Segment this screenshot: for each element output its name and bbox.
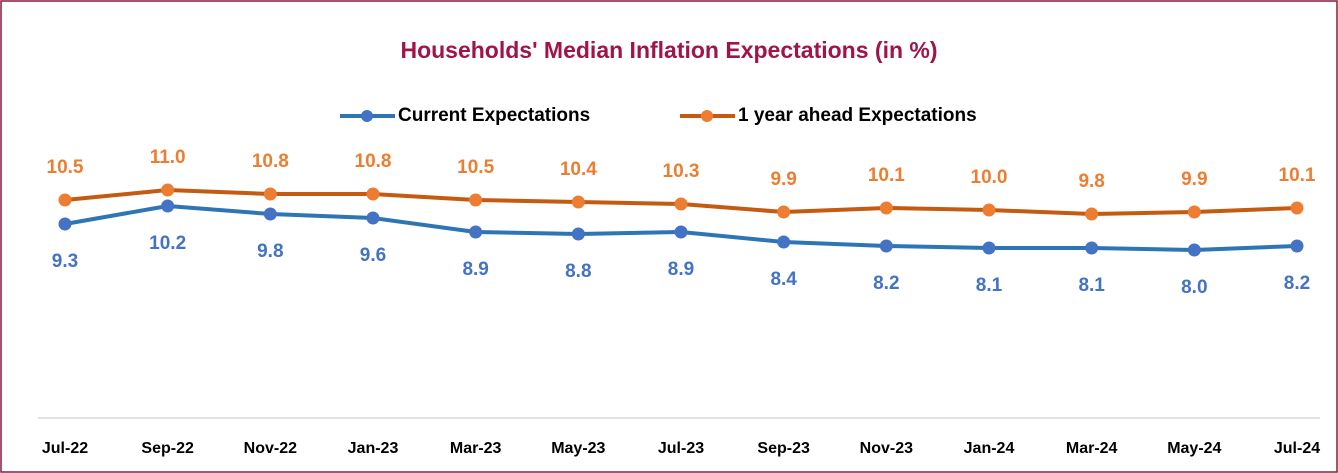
x-tick-label: Sep-23: [757, 440, 810, 457]
data-label: 10.0: [971, 167, 1008, 188]
data-label: 8.1: [1078, 275, 1105, 296]
data-label: 10.8: [252, 151, 289, 172]
data-point: [777, 235, 791, 249]
data-point: [1085, 207, 1099, 221]
data-label: 8.0: [1181, 277, 1207, 298]
data-label: 9.6: [360, 245, 386, 266]
data-label: 8.8: [565, 261, 591, 282]
data-label: 10.2: [149, 233, 186, 254]
x-tick-label: Jan-23: [348, 440, 399, 457]
data-point: [58, 193, 72, 207]
data-point: [161, 183, 175, 197]
data-label: 10.5: [457, 157, 494, 178]
x-tick-label: Sep-22: [141, 440, 194, 457]
data-point: [879, 239, 893, 253]
data-point: [263, 187, 277, 201]
data-label: 10.3: [663, 161, 700, 182]
data-point: [571, 227, 585, 241]
data-point: [674, 225, 688, 239]
data-point: [1085, 241, 1099, 255]
x-tick-label: May-24: [1167, 440, 1221, 457]
data-label: 8.9: [462, 259, 488, 280]
data-label: 11.0: [150, 147, 186, 168]
data-point: [366, 187, 380, 201]
data-point: [571, 195, 585, 209]
data-point: [674, 197, 688, 211]
x-tick-label: Jul-24: [1274, 440, 1320, 457]
data-point: [879, 201, 893, 215]
data-point: [263, 207, 277, 221]
x-tick-label: Nov-23: [860, 440, 913, 457]
x-tick-label: Nov-22: [244, 440, 297, 457]
data-label: 10.1: [868, 165, 905, 186]
data-point: [982, 203, 996, 217]
data-label: 9.8: [257, 241, 283, 262]
legend-marker: [701, 110, 713, 122]
data-label: 8.2: [873, 273, 899, 294]
x-tick-label: May-23: [551, 440, 605, 457]
chart-title: Households' Median Inflation Expectation…: [400, 37, 937, 63]
data-label: 9.9: [770, 169, 796, 190]
data-label: 8.2: [1284, 273, 1310, 294]
legend-marker: [361, 110, 373, 122]
data-point: [469, 193, 483, 207]
data-label: 8.1: [976, 275, 1003, 296]
x-tick-label: Mar-24: [1066, 440, 1118, 457]
data-point: [1187, 243, 1201, 257]
data-label: 9.8: [1078, 171, 1104, 192]
data-label: 10.8: [355, 151, 392, 172]
x-tick-label: Mar-23: [450, 440, 502, 457]
data-label: 10.1: [1279, 165, 1316, 186]
data-label: 10.4: [560, 159, 597, 180]
data-label: 10.5: [47, 157, 84, 178]
data-point: [366, 211, 380, 225]
data-point: [1187, 205, 1201, 219]
legend-label: Current Expectations: [398, 105, 590, 126]
x-tick-label: Jul-23: [658, 440, 704, 457]
data-label: 8.9: [668, 259, 694, 280]
data-point: [58, 217, 72, 231]
data-point: [161, 199, 175, 213]
x-tick-label: Jul-22: [42, 440, 88, 457]
data-point: [469, 225, 483, 239]
data-label: 8.4: [770, 269, 797, 290]
data-label: 9.9: [1181, 169, 1207, 190]
data-label: 9.3: [52, 251, 78, 272]
data-point: [777, 205, 791, 219]
legend-label: 1 year ahead Expectations: [738, 105, 977, 126]
data-point: [982, 241, 996, 255]
x-tick-label: Jan-24: [964, 440, 1015, 457]
data-point: [1290, 201, 1304, 215]
data-point: [1290, 239, 1304, 253]
